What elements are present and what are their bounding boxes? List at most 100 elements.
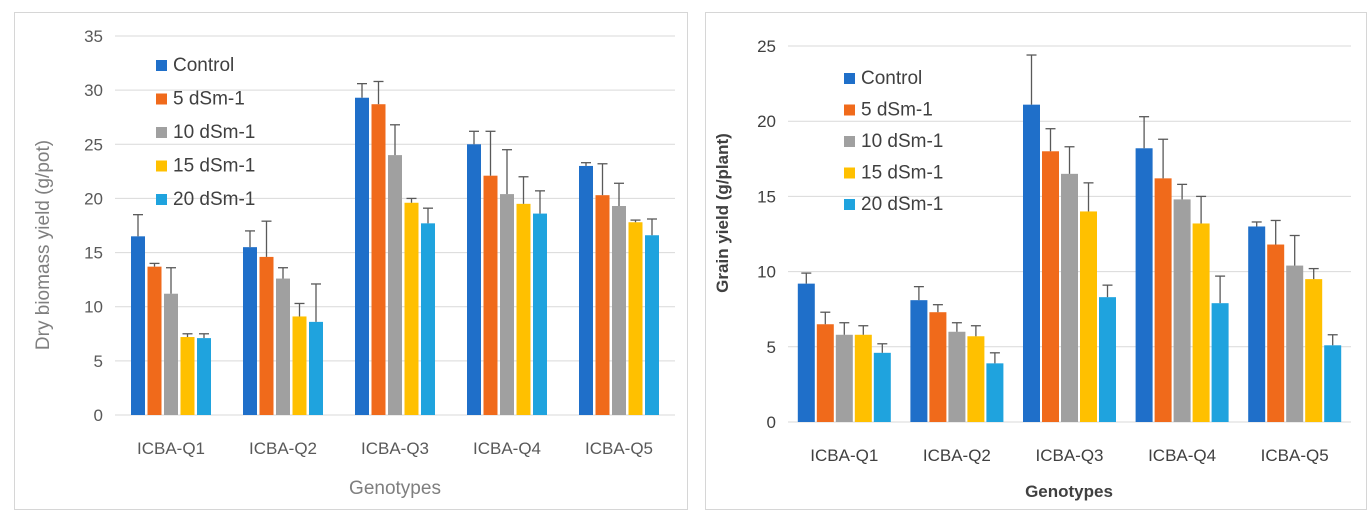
y-tick-label: 10 (84, 298, 103, 317)
biomass-bars (131, 80, 659, 416)
bar (1248, 226, 1266, 422)
legend-label: 15 dSm-1 (861, 163, 943, 184)
bar (388, 155, 402, 415)
bar (1324, 345, 1342, 422)
bar (243, 247, 257, 415)
x-tick-label: ICBA-Q4 (473, 439, 541, 458)
bar (1305, 279, 1323, 422)
bar (533, 213, 547, 415)
legend-label: 10 dSm-1 (173, 122, 255, 143)
legend-swatch (844, 73, 855, 84)
x-tick-label: ICBA-Q1 (137, 439, 205, 458)
biomass-chart-panel: 0 5 10 15 20 25 30 35 ICBA-Q1 ICBA-Q2 ICBA-Q3 ICBA… (14, 12, 688, 510)
grain-y-axis-title: Grain yield (g/plant) (713, 133, 732, 293)
bar (276, 278, 290, 415)
bar (579, 165, 593, 415)
bar (929, 312, 947, 422)
x-tick-label: ICBA-Q2 (249, 439, 317, 458)
legend-label: 5 dSm-1 (861, 100, 933, 121)
bar (371, 104, 386, 415)
bar (1061, 173, 1078, 422)
legend-label: 15 dSm-1 (173, 156, 255, 177)
bar (164, 293, 178, 415)
bar (948, 331, 966, 422)
y-tick-label: 15 (84, 244, 103, 263)
bar (467, 144, 481, 416)
bar (421, 223, 435, 415)
y-tick-label: 5 (94, 352, 103, 371)
legend-label: 10 dSm-1 (861, 131, 943, 152)
grain-chart-panel: 0 5 10 15 20 25 ICBA-Q1 ICBA-Q2 ICBA-Q3 ICBA-Q4 I… (705, 12, 1367, 510)
grain-y-ticks: 0 5 10 15 20 25 (757, 37, 776, 432)
bar (404, 202, 419, 415)
bar (197, 338, 211, 415)
bar (500, 194, 514, 415)
y-tick-label: 0 (94, 406, 103, 425)
y-tick-label: 0 (767, 413, 776, 432)
bar (628, 222, 643, 415)
legend-label: 20 dSm-1 (861, 194, 943, 215)
legend-label: Control (173, 55, 234, 76)
y-tick-label: 35 (84, 27, 103, 46)
bar (1023, 104, 1040, 422)
y-tick-label: 15 (757, 187, 776, 206)
biomass-x-axis-title: Genotypes (349, 478, 441, 499)
legend-swatch (156, 160, 167, 172)
legend-swatch (156, 194, 167, 205)
bar (259, 256, 274, 415)
bar (1173, 199, 1191, 422)
bar (645, 235, 659, 415)
bar (309, 321, 323, 415)
legend-swatch (156, 60, 167, 71)
y-tick-label: 30 (84, 81, 103, 100)
y-tick-label: 20 (757, 112, 776, 131)
bar (1099, 297, 1116, 422)
legend-swatch (156, 93, 167, 105)
bar (1080, 211, 1097, 422)
bar (986, 363, 1004, 422)
bar (816, 324, 834, 422)
bar (835, 334, 853, 422)
bar (612, 206, 626, 415)
legend-label: Control (861, 68, 922, 89)
bar (516, 203, 531, 415)
legend-label: 20 dSm-1 (173, 189, 255, 210)
bar (595, 195, 610, 415)
x-tick-label: ICBA-Q4 (1148, 446, 1216, 465)
bar (1286, 265, 1304, 422)
bar (1042, 151, 1059, 422)
y-tick-label: 20 (84, 189, 103, 208)
biomass-y-ticks: 0 5 10 15 20 25 30 35 (84, 27, 103, 425)
legend-swatch (844, 199, 855, 210)
legend-label: 5 dSm-1 (173, 89, 245, 110)
y-tick-label: 5 (767, 338, 776, 357)
bar (797, 283, 815, 422)
bar (180, 337, 195, 415)
grain-x-ticks: ICBA-Q1 ICBA-Q2 ICBA-Q3 ICBA-Q4 ICBA-Q5 (810, 446, 1328, 465)
y-tick-label: 25 (757, 37, 776, 56)
x-tick-label: ICBA-Q1 (810, 446, 878, 465)
x-tick-label: ICBA-Q5 (1261, 446, 1329, 465)
bar (1192, 223, 1210, 422)
bar (1211, 303, 1229, 422)
x-tick-label: ICBA-Q3 (1035, 446, 1103, 465)
biomass-legend: Control 5 dSm-1 10 dSm-1 15 dSm-1 20 dSm-1 (156, 55, 255, 210)
legend-swatch (844, 167, 855, 179)
bar (1154, 178, 1172, 422)
bar (910, 300, 928, 422)
bar (131, 236, 145, 415)
biomass-x-ticks: ICBA-Q1 ICBA-Q2 ICBA-Q3 ICBA-Q4 ICBA-Q5 (137, 439, 653, 458)
bar (873, 352, 891, 422)
bar (854, 334, 872, 422)
bar (1135, 148, 1153, 422)
bar (1267, 244, 1285, 422)
bar (292, 316, 307, 415)
bar (967, 336, 985, 422)
y-tick-label: 10 (757, 263, 776, 282)
x-tick-label: ICBA-Q2 (923, 446, 991, 465)
bar (147, 266, 162, 415)
grain-bars (797, 54, 1342, 422)
bar (483, 175, 498, 415)
